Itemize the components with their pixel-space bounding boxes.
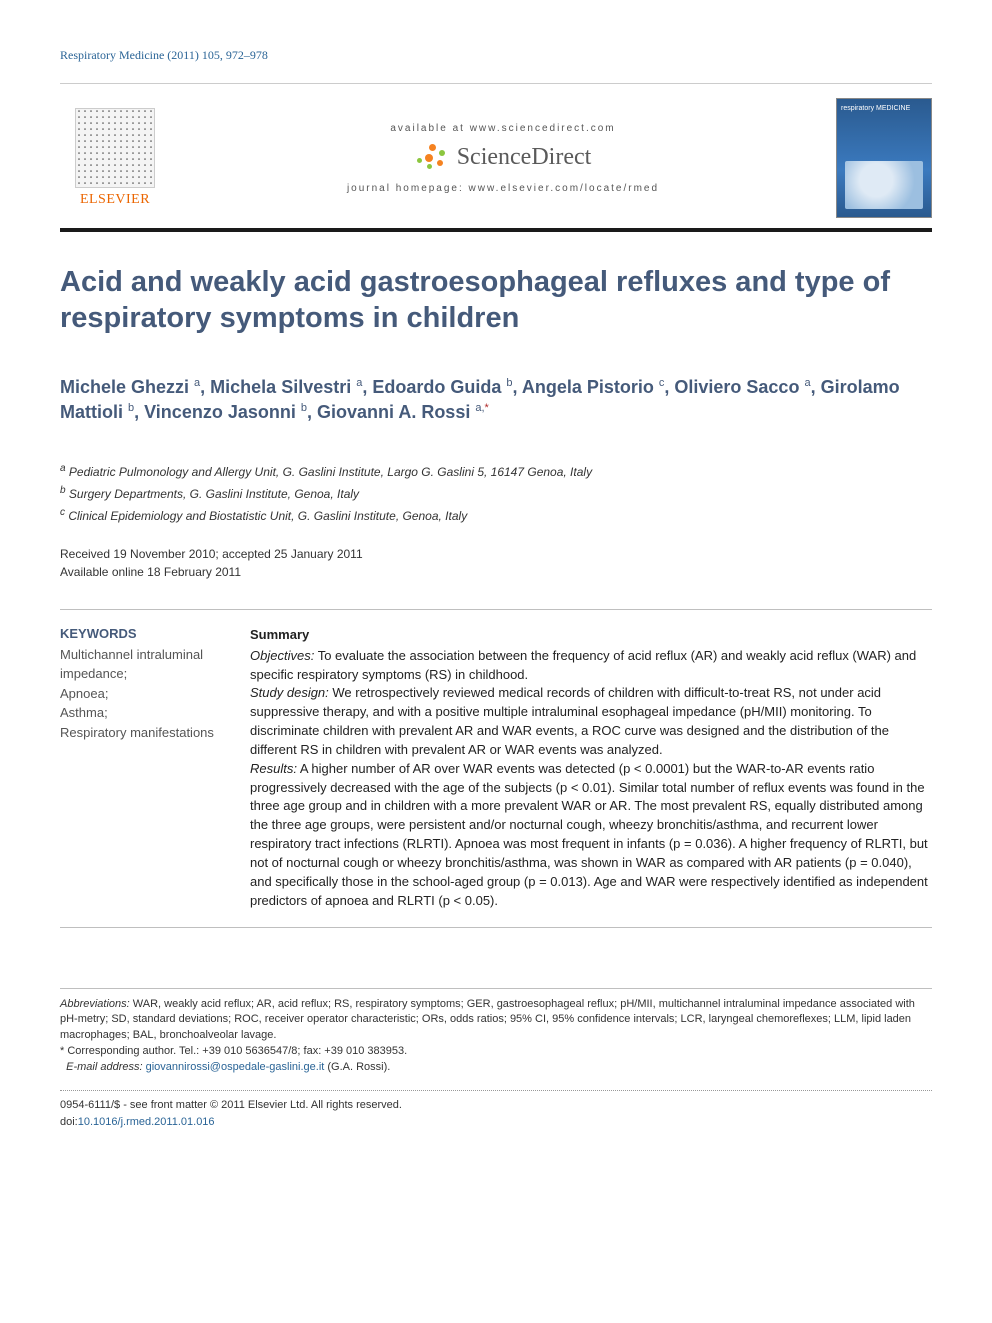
- available-online-date: Available online 18 February 2011: [60, 563, 932, 581]
- affiliation-b: b Surgery Departments, G. Gaslini Instit…: [60, 483, 932, 503]
- received-accepted-date: Received 19 November 2010; accepted 25 J…: [60, 545, 932, 563]
- copyright-line: 0954-6111/$ - see front matter © 2011 El…: [60, 1097, 932, 1114]
- abstract-box: KEYWORDS Multichannel intraluminal imped…: [60, 609, 932, 928]
- journal-homepage-line: journal homepage: www.elsevier.com/locat…: [188, 183, 818, 194]
- abbr-label: Abbreviations:: [60, 998, 130, 1010]
- sciencedirect-logo: ScienceDirect: [415, 144, 592, 171]
- footnotes: Abbreviations: WAR, weakly acid reflux; …: [60, 988, 932, 1131]
- affiliation-a: a Pediatric Pulmonology and Allergy Unit…: [60, 461, 932, 481]
- summary-heading: Summary: [250, 626, 932, 645]
- journal-thumb-title: respiratory MEDICINE: [841, 105, 927, 112]
- corresponding-email-link[interactable]: giovannirossi@ospedale-gaslini.ge.it: [146, 1061, 325, 1073]
- copyright-block: 0954-6111/$ - see front matter © 2011 El…: [60, 1090, 932, 1130]
- article-title: Acid and weakly acid gastroesophageal re…: [60, 264, 932, 337]
- elsevier-wordmark: ELSEVIER: [60, 192, 170, 208]
- objectives-label: Objectives:: [250, 648, 314, 663]
- journal-thumb-image: [845, 161, 923, 209]
- summary-results: Results: A higher number of AR over WAR …: [250, 760, 932, 911]
- elsevier-tree-icon: [75, 108, 155, 188]
- available-at-line: available at www.sciencedirect.com: [188, 123, 818, 134]
- publisher-banner: ELSEVIER available at www.sciencedirect.…: [60, 83, 932, 232]
- banner-center: available at www.sciencedirect.com Scien…: [188, 123, 818, 194]
- corresponding-author: * Corresponding author. Tel.: +39 010 56…: [60, 1044, 932, 1060]
- journal-cover-thumb: respiratory MEDICINE: [836, 98, 932, 218]
- abbreviations: Abbreviations: WAR, weakly acid reflux; …: [60, 997, 932, 1045]
- summary-column: Summary Objectives: To evaluate the asso…: [250, 626, 932, 911]
- doi-link[interactable]: 10.1016/j.rmed.2011.01.016: [78, 1116, 215, 1128]
- affiliation-c: c Clinical Epidemiology and Biostatistic…: [60, 505, 932, 525]
- doi-line: doi:10.1016/j.rmed.2011.01.016: [60, 1114, 932, 1131]
- summary-objectives: Objectives: To evaluate the association …: [250, 647, 932, 685]
- keywords-list: Multichannel intraluminal impedance;Apno…: [60, 645, 220, 743]
- paper-page: Respiratory Medicine (2011) 105, 972–978…: [0, 0, 992, 1170]
- sciencedirect-word: ScienceDirect: [457, 144, 592, 171]
- sciencedirect-dots-icon: [415, 144, 449, 170]
- keywords-heading: KEYWORDS: [60, 626, 220, 641]
- email-line: E-mail address: giovannirossi@ospedale-g…: [60, 1060, 932, 1076]
- results-label: Results:: [250, 761, 297, 776]
- author-list: Michele Ghezzi a, Michela Silvestri a, E…: [60, 375, 932, 425]
- summary-design: Study design: We retrospectively reviewe…: [250, 684, 932, 759]
- keywords-column: KEYWORDS Multichannel intraluminal imped…: [60, 626, 220, 911]
- running-head: Respiratory Medicine (2011) 105, 972–978: [60, 48, 932, 63]
- email-label: E-mail address:: [66, 1061, 142, 1073]
- elsevier-logo-block: ELSEVIER: [60, 108, 170, 208]
- article-dates: Received 19 November 2010; accepted 25 J…: [60, 545, 932, 581]
- affiliations: a Pediatric Pulmonology and Allergy Unit…: [60, 461, 932, 525]
- design-label: Study design:: [250, 685, 329, 700]
